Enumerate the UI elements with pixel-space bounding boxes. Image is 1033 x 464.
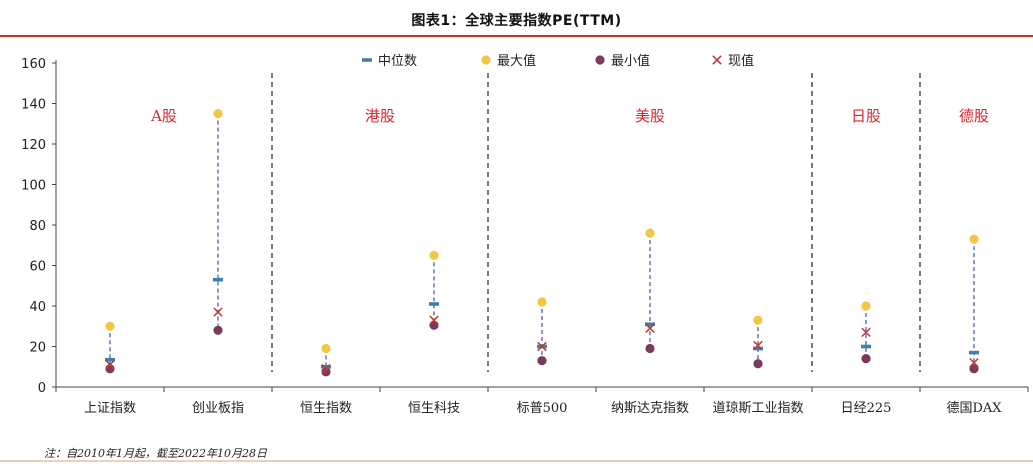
group-label: 港股 (365, 107, 395, 125)
y-tick-label: 40 (29, 300, 46, 315)
legend-label-min: 最小值 (611, 53, 650, 69)
max-point (213, 109, 223, 119)
x-category-label: 创业板指 (192, 401, 244, 416)
current-point (429, 315, 439, 325)
max-point (429, 250, 439, 260)
y-tick-label: 160 (21, 57, 46, 72)
max-point (753, 315, 763, 325)
min-point (321, 367, 331, 377)
x-category-label: 日经225 (841, 401, 892, 416)
min-point (969, 364, 979, 374)
group-label: A股 (150, 107, 177, 125)
min-point (861, 354, 871, 364)
x-category-label: 恒生指数 (300, 401, 352, 416)
y-tick-label: 20 (29, 341, 46, 356)
max-point (969, 234, 979, 244)
median-point (105, 357, 115, 362)
max-point (537, 297, 547, 307)
x-category-label: 标普500 (517, 401, 568, 416)
legend-marker-min (595, 55, 605, 65)
footnote: 注：自2010年1月起，截至2022年10月28日 (44, 447, 267, 460)
y-tick-label: 140 (21, 98, 46, 113)
median-point (429, 302, 439, 306)
legend-marker-current (712, 55, 722, 65)
y-tick-label: 60 (29, 260, 46, 275)
x-category-label: 德国DAX (946, 401, 1002, 416)
min-point (429, 320, 439, 330)
current-point (537, 341, 547, 352)
group-labels: A股 港股 美股 日股 德股 (150, 107, 989, 125)
min-point (537, 356, 547, 366)
x-category-label: 道琼斯工业指数 (712, 401, 803, 416)
median-point (645, 322, 655, 327)
range-lines (109, 113, 975, 372)
median-point (213, 277, 223, 282)
x-category-label: 纳斯达克指数 (611, 401, 689, 416)
median-point (753, 346, 763, 351)
x-category-label: 恒生科技 (408, 401, 460, 416)
chart-title: 图表1：全球主要指数PE(TTM) (411, 13, 622, 29)
data-marks (105, 109, 979, 377)
median-point (321, 364, 331, 369)
min-point (753, 359, 763, 369)
current-point (105, 359, 115, 370)
current-point (321, 364, 331, 374)
legend-label-median: 中位数 (378, 54, 417, 69)
max-point (105, 321, 115, 331)
median-point (861, 344, 871, 349)
legend: 中位数 最大值 最小值 现值 (362, 53, 754, 69)
legend-label-max: 最大值 (497, 53, 536, 69)
max-point (861, 301, 871, 311)
current-point (861, 327, 871, 338)
group-separators (271, 73, 921, 372)
max-point (645, 228, 655, 238)
y-tick-label: 120 (21, 138, 46, 153)
title-divider (0, 35, 1033, 37)
group-label: 德股 (959, 107, 989, 125)
pe-range-chart: 0 20 40 60 80 100 120 140 160 上证指数 创业板指 恒生指数 恒生科技 标普5… (21, 53, 1029, 416)
current-point (753, 340, 763, 351)
x-category-label: 上证指数 (84, 401, 136, 416)
current-point (645, 323, 655, 334)
current-point (213, 307, 223, 317)
group-label: 美股 (635, 107, 665, 125)
median-point (969, 350, 979, 355)
legend-marker-max (481, 55, 491, 65)
max-point (321, 343, 331, 354)
legend-label-current: 现值 (728, 53, 754, 69)
y-tick-label: 0 (38, 381, 46, 396)
min-point (645, 343, 655, 354)
legend-marker-median (362, 58, 372, 62)
y-tick-label: 100 (21, 179, 46, 194)
min-point (213, 325, 223, 335)
y-tick-label: 80 (29, 219, 46, 234)
footer-divider (0, 460, 1033, 462)
current-point (969, 357, 979, 368)
axes: 0 20 40 60 80 100 120 140 160 上证指数 创业板指 恒生指数 恒生科技 标普5… (21, 57, 1029, 416)
group-label: 日股 (851, 107, 881, 125)
